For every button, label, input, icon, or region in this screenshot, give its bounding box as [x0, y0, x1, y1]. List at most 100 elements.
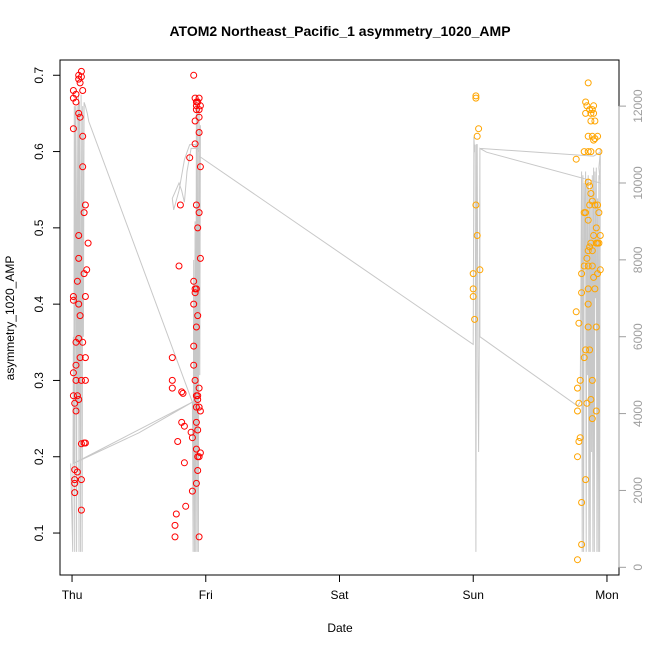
data-point — [79, 87, 87, 94]
data-point — [80, 209, 88, 217]
data-point — [192, 285, 200, 293]
data-point — [472, 94, 480, 102]
y-tick-label: 0.7 — [32, 67, 46, 84]
data-point — [168, 376, 176, 384]
data-point — [196, 254, 204, 262]
data-point — [73, 392, 81, 400]
data-point — [588, 415, 596, 423]
data-point — [584, 148, 592, 156]
data-point — [194, 396, 202, 403]
data-point — [171, 533, 179, 541]
data-point — [574, 407, 581, 415]
data-point — [575, 319, 583, 327]
data-point — [81, 376, 89, 384]
data-point — [575, 438, 583, 445]
data-point — [77, 73, 85, 81]
data-point — [186, 154, 194, 162]
data-point — [576, 434, 584, 442]
data-point — [84, 239, 92, 247]
data-point — [178, 388, 186, 396]
y-axis-label: asymmetry_1020_AMP — [3, 256, 17, 381]
data-point — [81, 201, 89, 209]
x-tick-label: Mon — [595, 588, 618, 602]
data-point — [72, 98, 80, 106]
data-point — [595, 209, 603, 217]
data-point — [572, 155, 580, 163]
data-point — [191, 289, 199, 297]
data-point — [572, 308, 580, 316]
data-point — [192, 106, 200, 114]
data-point — [584, 79, 592, 87]
data-point — [583, 399, 591, 407]
data-point — [590, 232, 598, 239]
data-point — [175, 262, 183, 270]
data-point — [190, 71, 198, 79]
points-layer — [69, 67, 604, 564]
y-tick-label: 0.2 — [32, 448, 46, 465]
data-point — [582, 209, 590, 217]
data-point — [192, 201, 200, 209]
data-point — [584, 262, 592, 270]
data-point — [590, 136, 598, 144]
chart-title: ATOM2 Northeast_Pacific_1 asymmetry_1020… — [169, 23, 510, 39]
data-point — [179, 389, 187, 397]
data-point — [79, 338, 87, 346]
data-point — [582, 98, 590, 106]
data-point — [81, 439, 89, 447]
data-point — [584, 247, 592, 255]
y2-tick-label: 4000 — [631, 400, 645, 427]
data-point — [471, 315, 479, 323]
data-point — [195, 113, 203, 121]
data-point — [182, 502, 190, 510]
data-point — [584, 323, 592, 331]
data-point — [69, 392, 77, 400]
data-point — [588, 376, 596, 384]
data-point — [591, 285, 599, 293]
y-tick-label: 0.4 — [32, 295, 46, 312]
data-point — [584, 285, 592, 293]
data-point — [591, 117, 599, 125]
data-point — [168, 354, 176, 362]
x-axis-label: Date — [327, 621, 353, 635]
data-point — [71, 479, 79, 487]
data-point — [574, 384, 581, 392]
data-point — [176, 201, 184, 209]
data-point — [580, 148, 588, 156]
data-point — [592, 407, 600, 415]
data-point — [586, 106, 594, 114]
data-point — [75, 335, 83, 342]
data-point — [574, 556, 581, 564]
data-point — [578, 541, 586, 548]
x-tick-label: Thu — [62, 588, 83, 602]
data-point — [192, 445, 200, 453]
x-tick-label: Sun — [463, 588, 484, 602]
data-point — [584, 300, 592, 308]
data-point — [194, 224, 202, 232]
data-point — [195, 453, 203, 461]
data-point — [71, 489, 79, 497]
data-point — [72, 407, 80, 415]
data-point — [195, 94, 203, 102]
data-point — [587, 117, 595, 125]
data-point — [69, 369, 77, 377]
data-point — [195, 384, 203, 392]
data-point — [590, 109, 598, 117]
data-point — [580, 354, 588, 362]
data-point — [475, 125, 483, 133]
data-point — [587, 239, 595, 247]
data-point — [81, 354, 89, 362]
data-point — [588, 106, 596, 114]
data-point — [584, 178, 592, 186]
data-point — [190, 342, 198, 350]
data-point — [582, 109, 590, 117]
data-point — [190, 300, 198, 308]
data-point — [75, 109, 83, 117]
data-point — [69, 293, 77, 300]
data-point — [591, 201, 599, 209]
data-point — [73, 277, 81, 285]
y2-tick-label: 10000 — [631, 166, 645, 200]
data-point — [578, 499, 586, 506]
data-point — [195, 129, 203, 136]
